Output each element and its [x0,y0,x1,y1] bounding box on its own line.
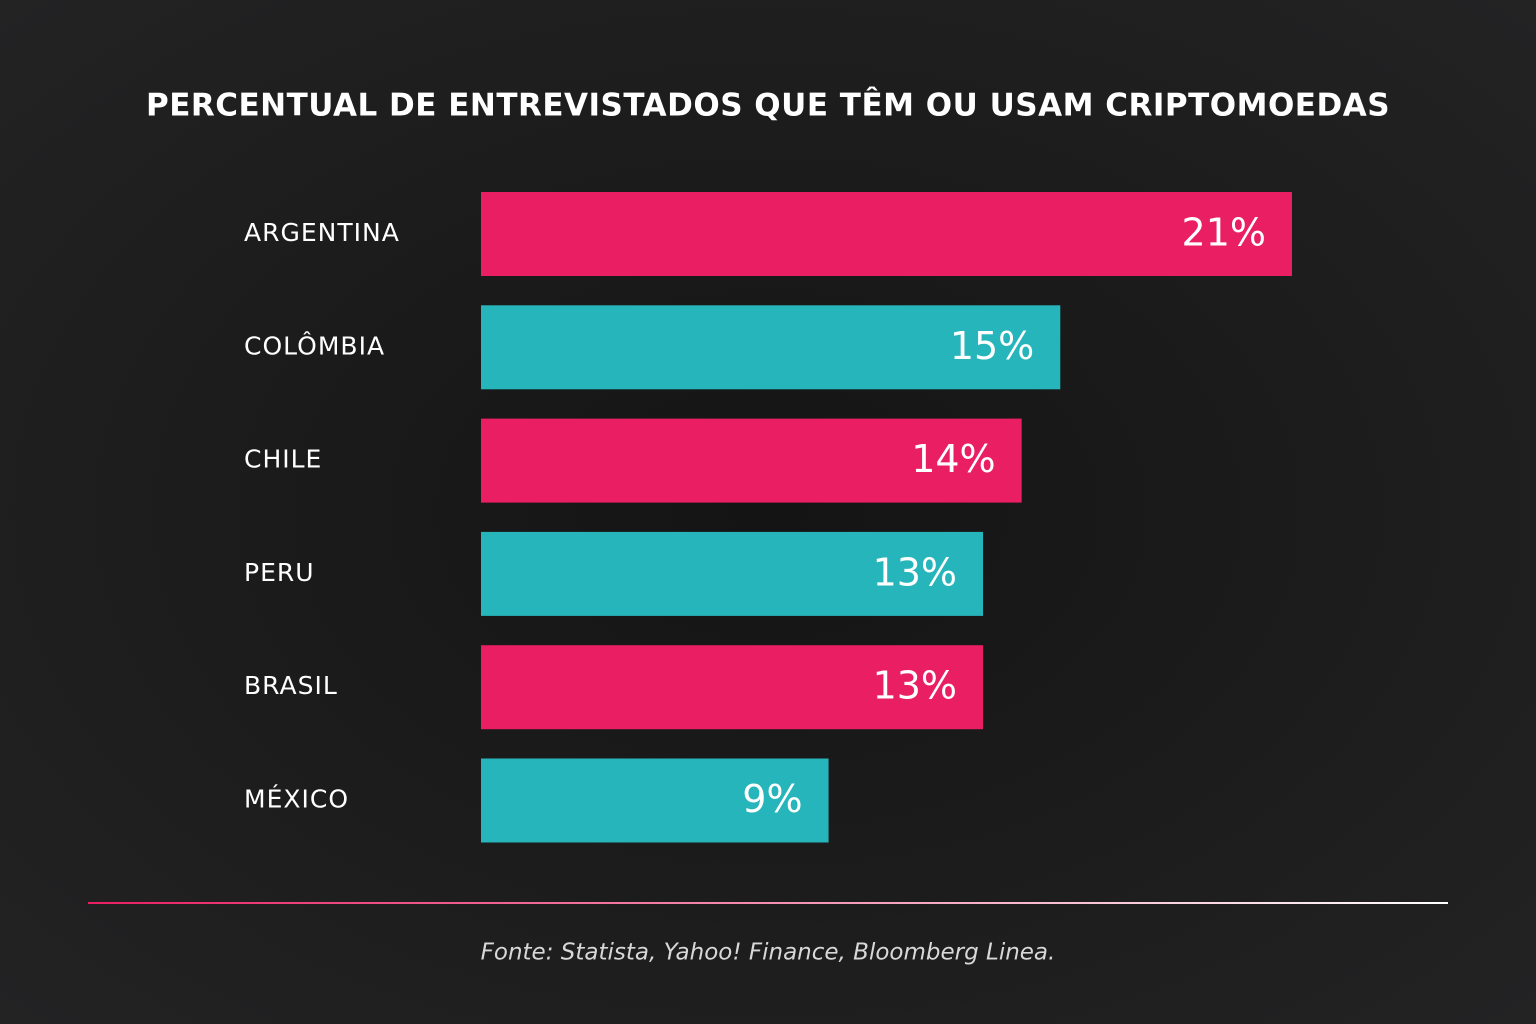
value-label: 13% [873,550,957,594]
bar [481,192,1292,276]
value-label: 15% [950,324,1034,368]
category-label: BRASIL [244,671,338,700]
category-label: CHILE [244,445,322,474]
value-label: 14% [911,437,995,481]
source-note: Fonte: Statista, Yahoo! Finance, Bloombe… [481,940,1056,966]
bar [481,758,829,843]
bar [481,418,1022,503]
bar [481,531,984,616]
category-label: COLÔMBIA [244,330,385,360]
category-label: MÉXICO [244,785,349,814]
bar [481,645,984,730]
value-label: 21% [1182,211,1266,255]
value-label: 13% [873,664,957,708]
chart-title: PERCENTUAL DE ENTREVISTADOS QUE TÊM OU U… [146,88,1390,124]
category-label: PERU [244,558,315,587]
bar [481,305,1061,390]
category-label: ARGENTINA [244,218,400,247]
value-label: 9% [742,777,802,821]
divider [88,902,1448,904]
